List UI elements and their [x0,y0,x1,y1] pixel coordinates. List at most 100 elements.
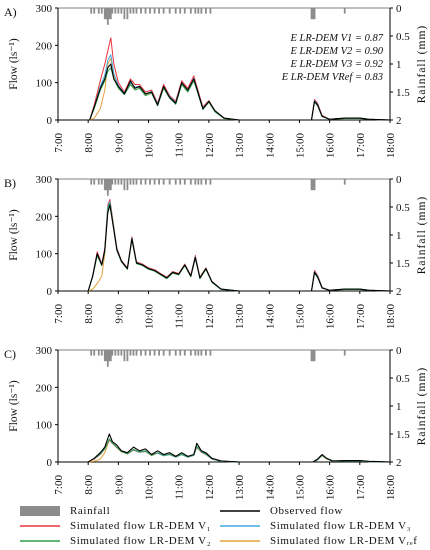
x-tick-label: 7:00 [53,304,65,324]
rainfall-bar [158,350,161,356]
rainfall-bar [117,350,120,356]
legend-swatch-rainfall [20,506,60,516]
x-tick-label: 9:00 [113,304,125,324]
rainfall-bar [200,350,203,356]
rainfall-bar [120,8,123,14]
rainfall-bar [108,179,111,191]
rainfall-bar [123,350,126,362]
rainfall-bar [149,179,151,185]
rainfall-bar [310,8,313,20]
rainfall-bar [129,179,132,185]
rainfall-bar [109,8,112,20]
x-tick-label: 13:00 [234,475,246,501]
y-axis-title: Flow (ls⁻¹) [8,380,20,432]
rainfall-bar [135,8,138,14]
rainfall-bar [117,8,120,14]
series-line-observed [58,63,391,121]
rainfall-bar [194,350,197,356]
rainfall-bar [135,350,138,356]
rainfall-bar [149,350,151,356]
legend-label-v3: Simulated flow LR-DEM V₃ [270,520,411,532]
rainfall-bar [153,350,156,356]
rainfall-bar [103,8,106,20]
rainfall-bar [126,350,129,362]
rainfall-bar [179,350,182,356]
x-tick-label: 10:00 [144,475,156,501]
rainfall-bar [111,179,114,185]
rainfall-bar [153,179,156,185]
x-tick-label: 16:00 [325,304,337,330]
efficiency-line: E LR-DEM V1 = 0.87 [289,33,383,44]
series-line-v1 [58,37,391,121]
x-tick-label: 13:00 [234,133,246,159]
rainfall-bar [179,8,182,14]
rainfall-bar [129,8,132,14]
y-tick-label: 200 [36,40,53,52]
legend-item-v2: Simulated flow LR-DEM V₂ [20,535,211,547]
x-tick-label: 11:00 [174,133,186,158]
legend-item-v3: Simulated flow LR-DEM V₃ [220,520,411,532]
rainfall-bar [162,8,165,14]
y2-tick-label: 0 [396,174,402,186]
rainfall-bar [97,350,100,356]
x-tick-label: 18:00 [385,133,397,159]
legend-label-vref: Simulated flow LR-DEM Vᵣₑf [270,535,418,547]
rainfall-bar [132,179,135,185]
rainfall-bar [194,179,197,185]
x-tick-label: 10:00 [144,304,156,330]
x-tick-label: 7:00 [53,133,65,153]
x-tick-label: 17:00 [355,133,367,159]
y-tick-label: 200 [36,382,53,394]
efficiency-line: E LR-DEM V3 = 0.92 [289,59,383,70]
y2-tick-label: 2 [396,457,402,469]
rainfall-bar [123,8,126,20]
rainfall-bar [132,8,135,14]
legend-item-vref: Simulated flow LR-DEM Vᵣₑf [220,535,418,547]
rainfall-bar [106,179,109,196]
x-tick-label: 14:00 [264,304,276,330]
rainfall-bar [310,179,313,191]
series-line-v2 [58,438,391,463]
y2-tick-label: 1.5 [396,87,410,99]
series-line-v1 [58,199,391,292]
x-tick-label: 10:00 [144,133,156,159]
x-tick-label: 7:00 [53,475,65,495]
y-tick-label: 300 [36,3,53,15]
rainfall-bar [103,179,106,191]
rainfall-bar [105,179,108,191]
rainfall-bar [162,350,165,356]
x-tick-label: 8:00 [83,304,95,324]
x-tick-label: 18:00 [385,475,397,501]
rainfall-bar [90,350,93,356]
rainfall-bar [114,179,117,185]
y-tick-label: 100 [36,420,53,432]
y-tick-label: 100 [36,249,53,261]
legend-label-observed: Observed flow [270,505,343,517]
legend-item-observed: Observed flow [220,505,343,517]
rainfall-bar [200,8,203,14]
rainfall-bar [313,8,316,20]
rainfall-bar [111,8,114,14]
y2-tick-label: 0.5 [396,373,410,385]
x-tick-label: 18:00 [385,304,397,330]
x-tick-label: 9:00 [113,475,125,495]
rainfall-bar [343,179,346,185]
efficiency-line: E LR-DEM V2 = 0.90 [289,46,383,57]
rainfall-bar [200,179,203,185]
rainfall-bar [140,350,142,356]
y2-tick-label: 1 [396,401,402,413]
rainfall-bar [97,179,100,185]
rainfall-bar [153,8,156,14]
rainfall-bar [310,350,313,362]
rainfall-bar [93,350,96,356]
rainfall-bar [129,350,132,356]
x-tick-label: 16:00 [325,133,337,159]
efficiency-line: E LR-DEM VRef = 0.83 [281,72,383,83]
x-tick-label: 17:00 [355,475,367,501]
series-line-observed [58,204,391,292]
efficiency-annotation: E LR-DEM V1 = 0.87 E LR-DEM V2 = 0.90 E LR… [281,33,384,83]
y-tick-label: 300 [36,174,53,186]
y2-tick-label: 0 [396,3,402,15]
y2-tick-label: 0.5 [396,31,410,43]
x-tick-label: 16:00 [325,475,337,501]
